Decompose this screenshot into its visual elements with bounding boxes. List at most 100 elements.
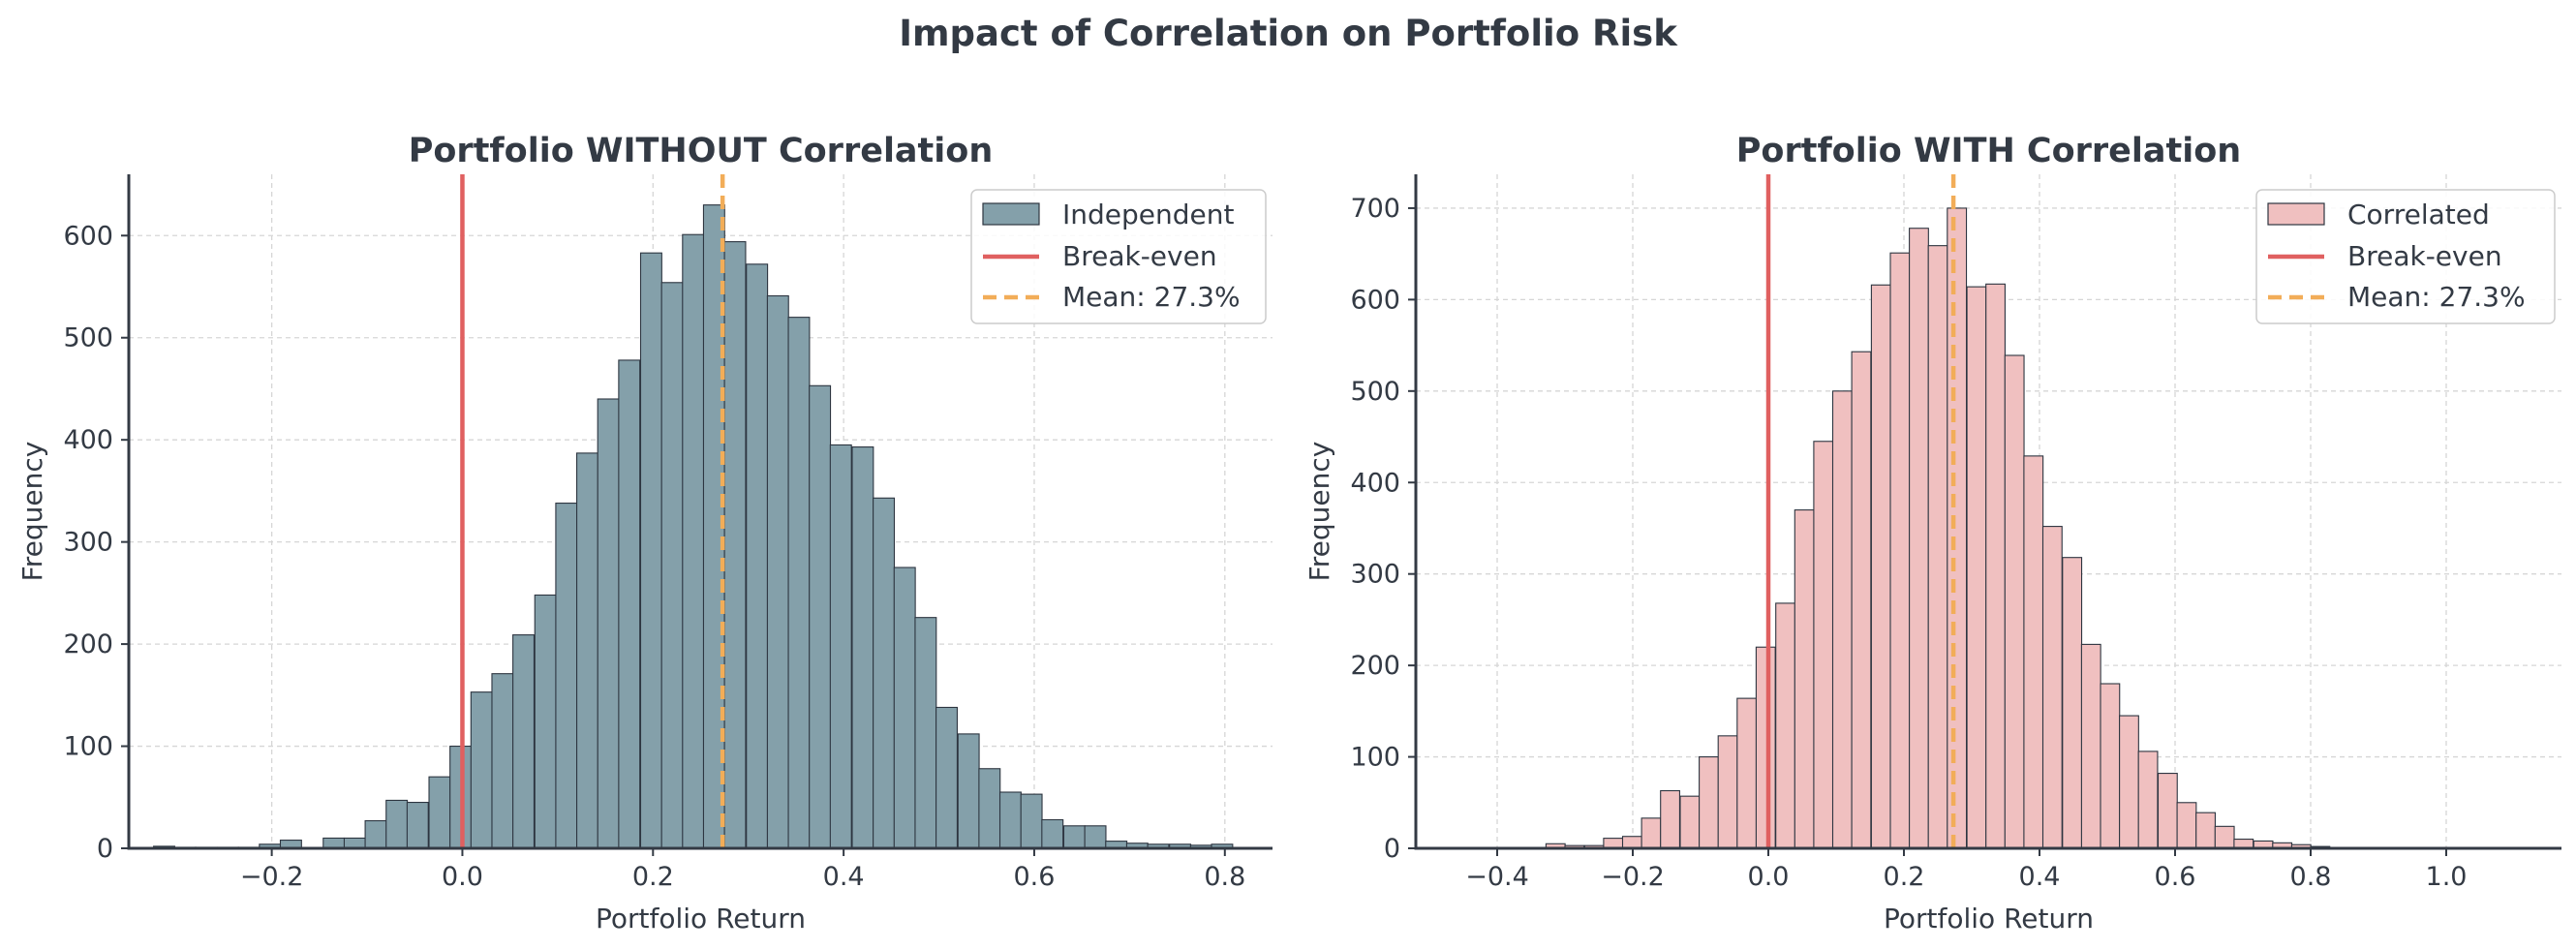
histogram-bar [851,446,874,849]
y-tick-label: 500 [1350,377,1400,407]
legend-swatch-histogram [982,202,1040,226]
histogram-bar [1985,283,2006,849]
histogram-bar [1084,825,1107,849]
y-tick-label: 200 [63,629,113,659]
histogram-bar [2100,683,2121,849]
legend-label: Break-even [1062,240,1217,272]
histogram-bar [1621,836,1642,849]
legend-swatch-histogram [2267,202,2325,226]
histogram-bar [1736,697,1758,849]
histogram-bar [660,282,684,849]
histogram-bar [2176,802,2197,849]
figure-title: Impact of Correlation on Portfolio Risk [899,13,1678,54]
histogram-bar [1660,789,1680,849]
x-tick-label: 0.0 [1748,862,1790,892]
legend: Independent Break-even Mean: 27.3% [970,189,1267,324]
histogram-bar [555,503,578,849]
y-tick-label: 500 [63,323,113,353]
histogram-bar [2080,643,2101,849]
histogram-bar [1775,602,1795,849]
histogram-bar [978,768,1001,849]
histogram-bar [1717,735,1738,849]
x-tick-label: 0.8 [2290,862,2332,892]
histogram-bar [2157,773,2178,849]
histogram-bar [1813,441,1834,849]
histogram-bar [1794,509,1815,849]
y-tick-label: 600 [63,221,113,251]
x-tick-label: −0.4 [1465,862,1529,892]
y-tick-label: 100 [63,732,113,762]
histogram-bar [1889,252,1911,849]
histogram-bar [766,294,789,849]
x-tick-label: −0.2 [240,862,304,892]
y-axis-label: Frequency [16,442,48,582]
histogram-bar [364,819,387,849]
y-tick-label: 300 [1350,560,1400,590]
histogram-bar [723,241,747,849]
y-tick-label: 300 [63,528,113,558]
legend-label: Independent [1062,199,1234,230]
x-tick-label: 0.4 [823,862,865,892]
histogram-bar [576,452,598,849]
histogram-bar [618,359,641,849]
histogram-bar [893,567,916,849]
histogram-bar [914,617,937,849]
x-tick-label: 0.6 [2155,862,2196,892]
histogram-bar [406,801,429,849]
histogram-bar [597,398,620,849]
histogram-bar [1699,756,1719,849]
x-tick-label: 0.2 [632,862,674,892]
histogram-bar [2137,751,2159,849]
chart-with-correlation: −0.4 −0.2 0.0 0.2 0.4 0.6 0.8 1.0 0 100 200 300 400 5… [1303,132,2561,935]
histogram-bar [873,497,896,849]
histogram-bar [682,233,705,849]
histogram-bar [998,791,1022,849]
legend-label: Break-even [2347,240,2502,272]
histogram-bar [1870,284,1891,849]
histogram-bar [322,837,346,849]
histogram-bar [1679,795,1701,849]
y-tick-label: 100 [1350,743,1400,773]
histogram-bar [1927,245,1948,849]
histogram-bar [1062,825,1086,849]
histogram-bar [2062,557,2083,849]
legend-box [2255,189,2556,324]
histogram-bar [2195,812,2216,849]
x-tick-label: 0.6 [1013,862,1055,892]
x-tick-label: 0.0 [442,862,483,892]
histogram-bar [809,384,832,849]
histogram-bar [935,706,958,849]
x-tick-label: 0.8 [1204,862,1245,892]
histogram-bar [1603,838,1624,849]
histogram-bar [1641,817,1662,849]
histogram-bar [512,634,536,849]
legend: Correlated Break-even Mean: 27.3% [2255,189,2556,324]
legend-label: Correlated [2347,199,2490,230]
y-tick-label: 400 [63,425,113,455]
chart-without-correlation: −0.2 0.0 0.2 0.4 0.6 0.8 0 100 200 300 400 500 600 Po… [16,132,1273,935]
y-axis-label: Frequency [1303,442,1335,582]
histogram-bar [2004,354,2025,849]
y-tick-label: 400 [1350,468,1400,498]
histogram-bar [957,733,980,849]
histogram-bar [428,776,451,849]
y-tick-label: 200 [1350,651,1400,681]
x-tick-label: 0.2 [1884,862,1925,892]
panel-title: Portfolio WITHOUT Correlation [409,132,994,170]
histogram-bar [746,263,769,849]
x-tick-label: 0.4 [2019,862,2061,892]
histogram-bar [1020,793,1043,849]
histogram-bar [491,673,514,849]
legend-label: Mean: 27.3% [2347,281,2526,313]
panel-title: Portfolio WITH Correlation [1736,132,2241,170]
histogram-bar [1966,286,1987,849]
histogram-bar [1831,390,1853,849]
legend-box [970,189,1267,324]
histogram-bar [343,837,366,849]
histogram-bar [1041,818,1064,849]
x-axis-label: Portfolio Return [1884,903,2094,935]
y-tick-label: 0 [97,834,113,864]
histogram-bar [829,444,852,849]
histogram-bar [1851,351,1872,849]
